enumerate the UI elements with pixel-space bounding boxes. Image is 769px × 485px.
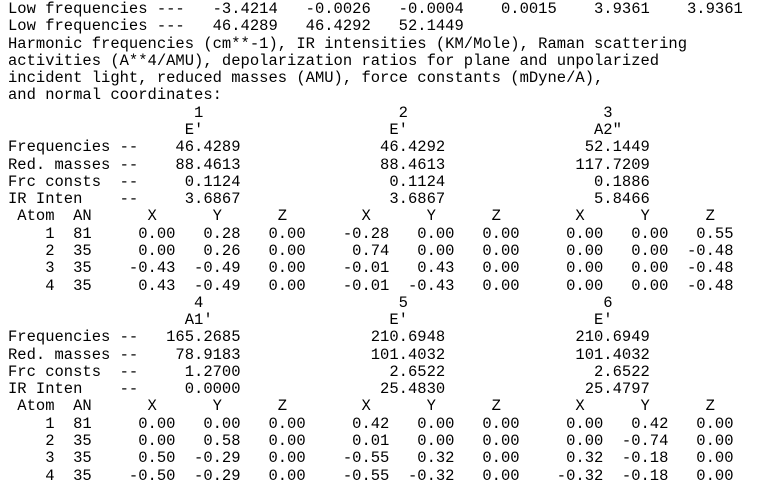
gaussian-frequency-output-text: Low frequencies --- -3.4214 -0.0026 -0.0… (8, 0, 743, 485)
gaussian-output-view: Low frequencies --- -3.4214 -0.0026 -0.0… (8, 0, 743, 485)
